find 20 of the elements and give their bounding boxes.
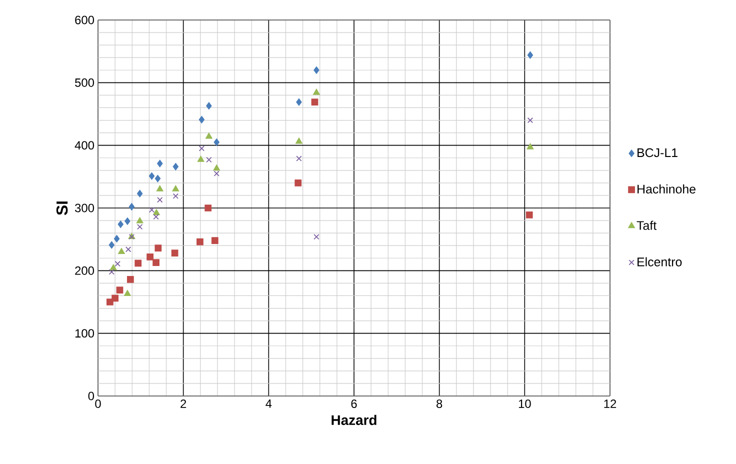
x-tick-label: 12 (604, 400, 616, 408)
x-tick-label: 6 (351, 400, 357, 408)
y-tick-label: 0 (88, 392, 94, 400)
x-tick-label: 10 (518, 400, 531, 408)
y-tick-label: 600 (75, 16, 94, 24)
legend-label: BCJ-L1 (638, 148, 678, 158)
legend-label: Elcentro (638, 257, 682, 266)
legend-label: Hachinohe (638, 184, 696, 194)
x-tick-label: 8 (436, 400, 442, 408)
x-tick-label: 0 (95, 400, 101, 408)
y-tick-label: 400 (74, 141, 94, 150)
y-tick-label: 100 (75, 329, 94, 338)
x-tick-label: 2 (180, 400, 186, 408)
legend-label: Taft (636, 220, 657, 230)
y-tick-label: 500 (75, 78, 94, 87)
y-tick-label: 200 (75, 266, 94, 275)
x-axis-title: Hazard (332, 414, 376, 426)
y-axis-title: SI (56, 202, 68, 216)
x-tick-label: 4 (266, 400, 272, 408)
y-tick-label: 300 (74, 204, 94, 212)
